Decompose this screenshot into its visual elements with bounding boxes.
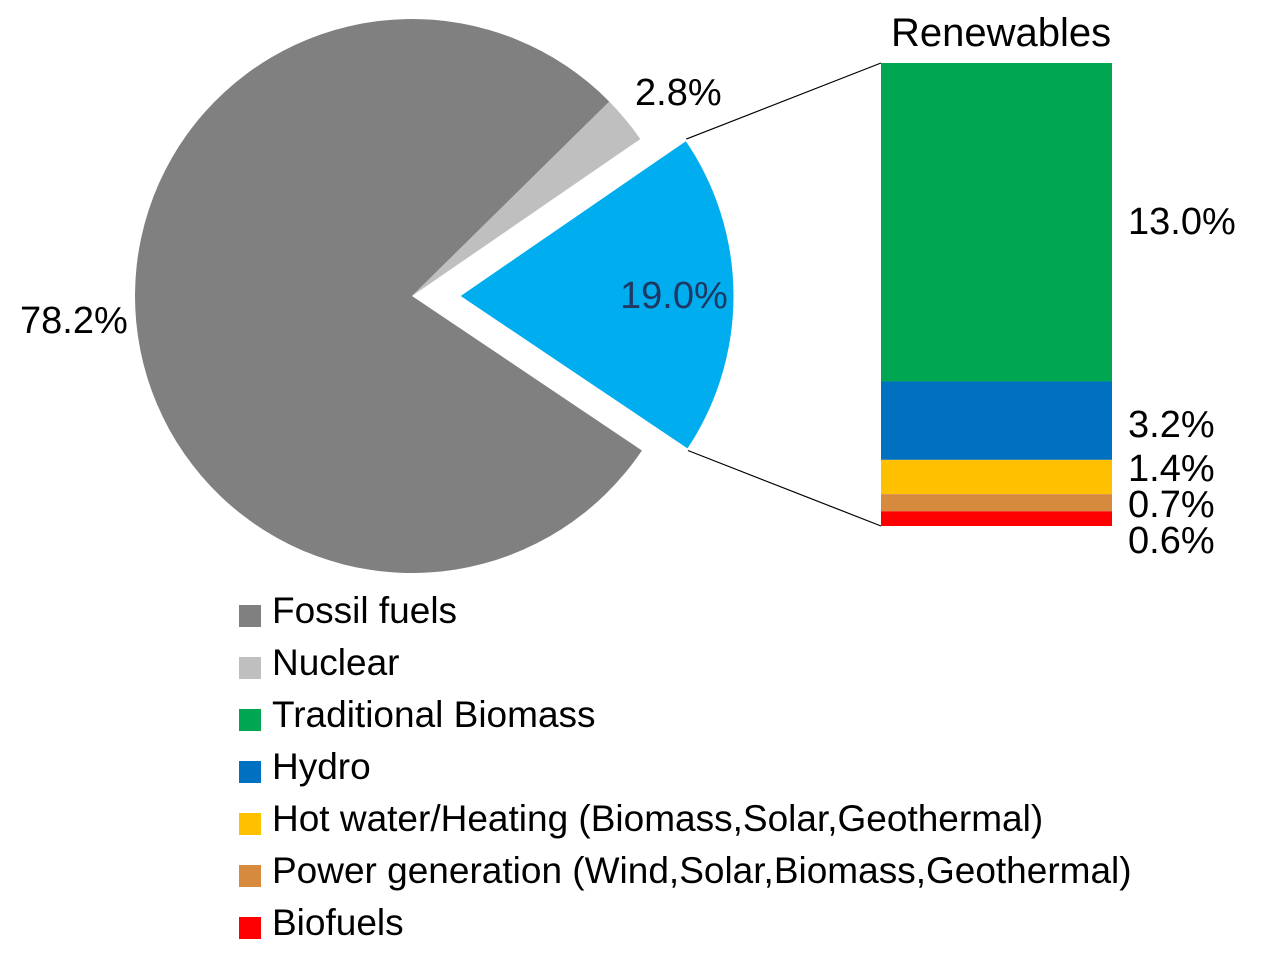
svg-text:2.8%: 2.8% xyxy=(635,72,722,114)
svg-text:Hydro: Hydro xyxy=(272,746,371,787)
svg-text:Nuclear: Nuclear xyxy=(272,642,400,683)
svg-text:Power generation (Wind,Solar,B: Power generation (Wind,Solar,Biomass,Geo… xyxy=(272,850,1132,891)
svg-text:3.2%: 3.2% xyxy=(1128,404,1215,446)
svg-text:Fossil fuels: Fossil fuels xyxy=(272,590,457,631)
svg-text:0.6%: 0.6% xyxy=(1128,520,1215,562)
svg-text:Renewables: Renewables xyxy=(891,11,1111,55)
svg-text:19.0%: 19.0% xyxy=(620,275,728,317)
svg-text:13.0%: 13.0% xyxy=(1128,201,1236,243)
svg-text:Hot water/Heating (Biomass,Sol: Hot water/Heating (Biomass,Solar,Geother… xyxy=(272,798,1043,839)
svg-text:Traditional Biomass: Traditional Biomass xyxy=(272,694,596,735)
svg-text:Biofuels: Biofuels xyxy=(272,902,404,943)
svg-text:78.2%: 78.2% xyxy=(20,300,128,342)
